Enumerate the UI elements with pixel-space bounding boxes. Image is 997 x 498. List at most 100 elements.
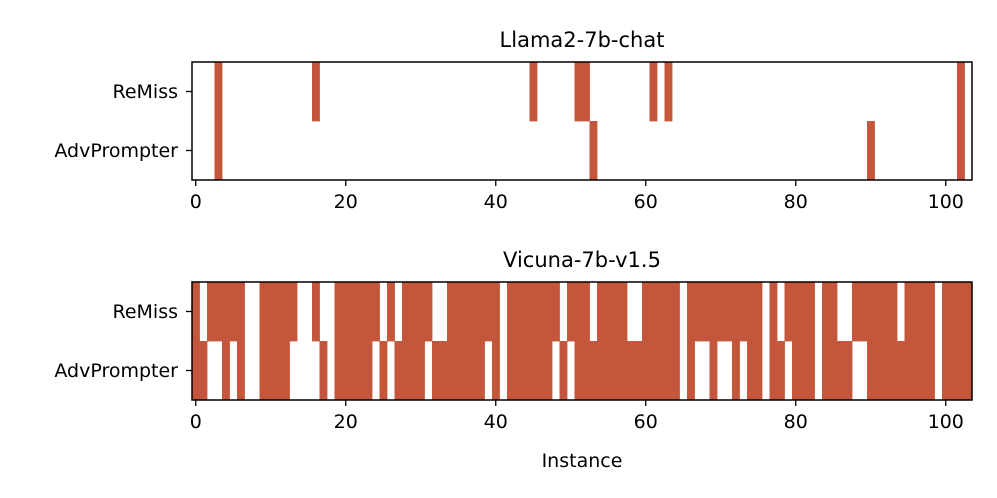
vicuna-cell-remiss-6 (237, 282, 245, 342)
vicuna-cell-advprompter-42 (507, 341, 515, 401)
vicuna-cell-advprompter-33 (439, 341, 448, 401)
vicuna-cell-remiss-47 (544, 282, 553, 342)
llama2-cell-remiss-51 (574, 62, 583, 122)
vicuna-cell-advprompter-102 (957, 341, 965, 401)
x-tick-label: 60 (634, 191, 658, 213)
vicuna-cell-advprompter-28 (402, 341, 410, 401)
vicuna-cell-advprompter-66 (687, 341, 695, 401)
llama2-plot-frame (191, 61, 973, 181)
llama2-cell-advprompter-90 (867, 121, 875, 181)
vicuna-cell-advprompter-56 (612, 341, 620, 401)
vicuna-x-axis-label: Instance (542, 450, 623, 472)
vicuna-cell-advprompter-101 (949, 341, 958, 401)
llama2-cell-remiss-61 (649, 62, 658, 122)
vicuna-cell-remiss-21 (349, 282, 358, 342)
vicuna-cell-remiss-98 (927, 282, 935, 342)
vicuna-cell-remiss-100 (942, 282, 950, 342)
vicuna-cell-advprompter-60 (642, 341, 650, 401)
vicuna-cell-remiss-54 (597, 282, 605, 342)
vicuna-cell-remiss-22 (357, 282, 365, 342)
vicuna-cell-remiss-64 (672, 282, 680, 342)
vicuna-cell-advprompter-29 (409, 341, 418, 401)
vicuna-cell-advprompter-37 (469, 341, 478, 401)
vicuna-cell-advprompter-11 (274, 341, 283, 401)
vicuna-cell-remiss-24 (372, 282, 380, 342)
vicuna-cell-advprompter-52 (582, 341, 590, 401)
vicuna-cell-remiss-67 (694, 282, 703, 342)
vicuna-x-axis: 0 20 40 60 80 100 (190, 400, 964, 433)
vicuna-cell-advprompter-93 (889, 341, 898, 401)
vicuna-cell-advprompter-20 (342, 341, 350, 401)
vicuna-cell-remiss-35 (454, 282, 463, 342)
vicuna-cell-advprompter-49 (559, 341, 568, 401)
vicuna-cell-advprompter-0 (192, 341, 200, 401)
vicuna-cell-advprompter-30 (417, 341, 425, 401)
vicuna-cell-advprompter-44 (522, 341, 530, 401)
vicuna-cell-advprompter-61 (649, 341, 658, 401)
x-tick-label: 40 (484, 191, 508, 213)
vicuna-cell-remiss-91 (874, 282, 883, 342)
llama2-heatmap-panel: Llama2-7b-chat ReMiss AdvPrompter 0 20 40 6… (54, 28, 973, 213)
vicuna-cell-advprompter-57 (619, 341, 628, 401)
vicuna-cell-advprompter-87 (844, 341, 853, 401)
y-tick-label-remiss: ReMiss (112, 301, 178, 323)
vicuna-cell-advprompter-21 (349, 341, 358, 401)
vicuna-cell-remiss-19 (334, 282, 343, 342)
vicuna-cell-remiss-73 (739, 282, 748, 342)
vicuna-cell-advprompter-38 (477, 341, 485, 401)
vicuna-cell-remiss-39 (484, 282, 493, 342)
vicuna-cell-remiss-93 (889, 282, 898, 342)
vicuna-cell-remiss-23 (364, 282, 373, 342)
vicuna-cell-remiss-60 (642, 282, 650, 342)
y-tick-label-advprompter: AdvPrompter (54, 360, 178, 382)
x-tick-label: 60 (634, 411, 658, 433)
llama2-cell-remiss-45 (529, 62, 538, 122)
llama2-cell-remiss-52 (582, 62, 590, 122)
vicuna-cell-remiss-66 (687, 282, 695, 342)
vicuna-cell-advprompter-51 (574, 341, 583, 401)
vicuna-y-axis: ReMiss AdvPrompter (54, 301, 192, 382)
vicuna-cell-advprompter-69 (709, 341, 718, 401)
vicuna-heatmap-panel: Vicuna-7b-v1.5 ReMiss AdvPrompter 0 20 40 6… (54, 248, 973, 472)
vicuna-cell-remiss-42 (507, 282, 515, 342)
vicuna-cell-remiss-63 (664, 282, 673, 342)
vicuna-cell-advprompter-86 (837, 341, 845, 401)
vicuna-cell-remiss-84 (822, 282, 830, 342)
vicuna-cell-remiss-52 (582, 282, 590, 342)
vicuna-cell-advprompter-59 (634, 341, 643, 401)
x-tick-label: 80 (784, 191, 808, 213)
vicuna-cell-remiss-28 (402, 282, 410, 342)
vicuna-cell-remiss-92 (882, 282, 890, 342)
vicuna-cell-remiss-0 (192, 282, 200, 342)
vicuna-cell-remiss-97 (919, 282, 928, 342)
vicuna-cell-advprompter-34 (447, 341, 455, 401)
vicuna-cell-remiss-11 (274, 282, 283, 342)
vicuna-cell-remiss-30 (417, 282, 425, 342)
vicuna-cell-advprompter-77 (769, 341, 778, 401)
vicuna-cell-remiss-61 (649, 282, 658, 342)
llama2-chart-title: Llama2-7b-chat (500, 28, 665, 52)
vicuna-cell-remiss-36 (462, 282, 470, 342)
llama2-cell-remiss-3 (214, 62, 223, 122)
vicuna-cell-advprompter-17 (319, 341, 328, 401)
vicuna-cell-remiss-88 (852, 282, 860, 342)
vicuna-cell-advprompter-6 (237, 341, 245, 401)
x-tick-label: 100 (928, 191, 964, 213)
vicuna-cell-remiss-51 (574, 282, 583, 342)
y-tick-label-advprompter: AdvPrompter (54, 140, 178, 162)
vicuna-cell-remiss-38 (477, 282, 485, 342)
vicuna-cell-remiss-2 (207, 282, 215, 342)
llama2-x-axis: 0 20 40 60 80 100 (190, 180, 964, 213)
vicuna-cell-advprompter-25 (379, 341, 388, 401)
vicuna-cell-advprompter-95 (904, 341, 913, 401)
vicuna-cell-remiss-89 (859, 282, 868, 342)
vicuna-cell-remiss-44 (522, 282, 530, 342)
vicuna-cell-advprompter-80 (792, 341, 800, 401)
vicuna-cell-remiss-101 (949, 282, 958, 342)
vicuna-cell-advprompter-63 (664, 341, 673, 401)
vicuna-cell-remiss-56 (612, 282, 620, 342)
vicuna-cell-remiss-96 (912, 282, 920, 342)
vicuna-cell-advprompter-91 (874, 341, 883, 401)
vicuna-cell-advprompter-36 (462, 341, 470, 401)
vicuna-cell-advprompter-47 (544, 341, 553, 401)
